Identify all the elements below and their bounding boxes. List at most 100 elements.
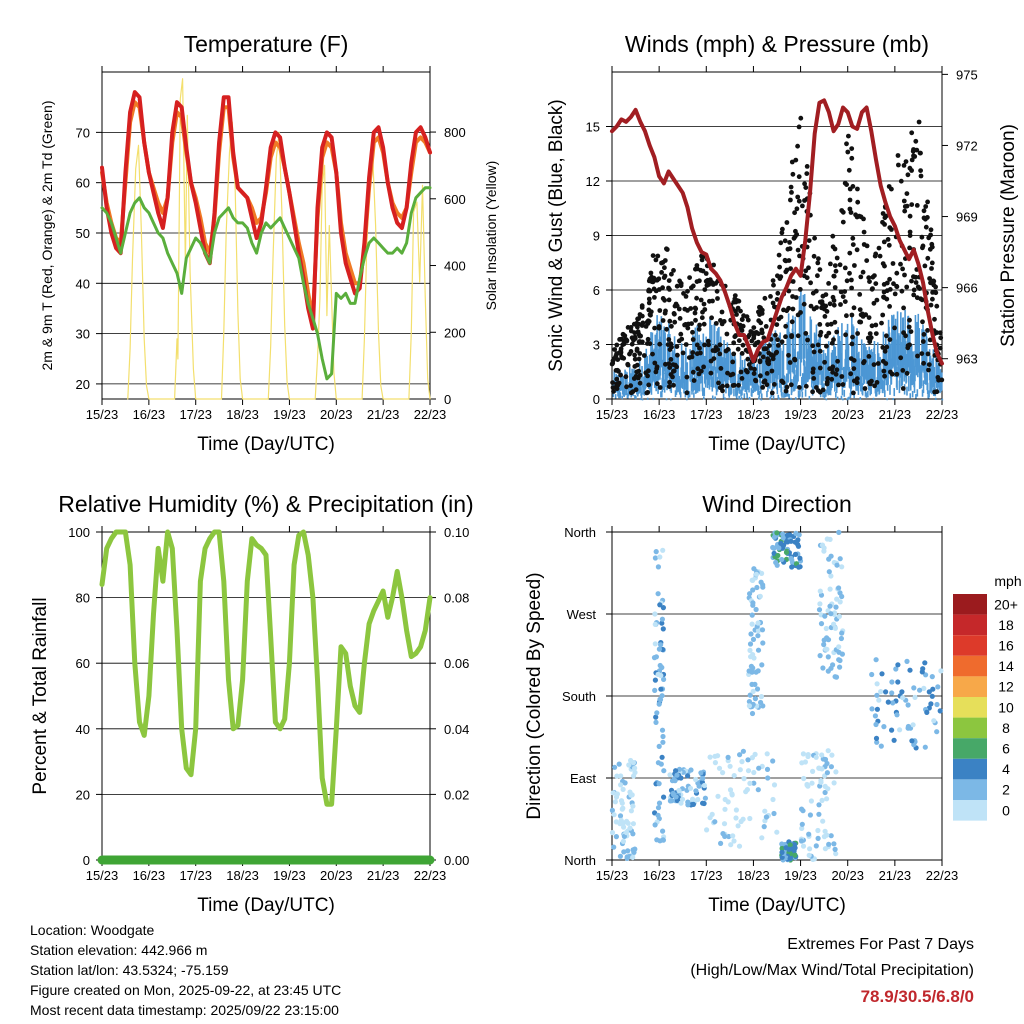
direction-point xyxy=(796,564,802,570)
gust-point xyxy=(630,389,636,394)
direction-point xyxy=(750,600,756,606)
gust-point xyxy=(851,366,857,371)
direction-point xyxy=(758,699,764,706)
gust-point xyxy=(697,322,702,328)
gust-point xyxy=(634,348,640,353)
x-tick-label: 19/23 xyxy=(784,407,817,422)
wind-mark xyxy=(907,315,910,368)
wind-mark xyxy=(619,392,622,398)
wind-mark xyxy=(626,372,628,390)
gust-point xyxy=(871,362,877,367)
gust-point xyxy=(810,290,816,296)
direction-point xyxy=(928,701,934,707)
gust-point xyxy=(629,341,635,347)
gust-point xyxy=(735,346,741,352)
gust-point xyxy=(900,368,906,373)
wind-mark xyxy=(635,395,637,400)
gust-point xyxy=(701,321,707,327)
direction-point xyxy=(796,532,802,538)
gust-point xyxy=(772,382,777,387)
legend-label: 10 xyxy=(998,699,1014,715)
direction-point xyxy=(656,646,663,652)
wind-mark xyxy=(650,384,653,395)
wind-mark xyxy=(784,390,787,398)
gust-point xyxy=(771,282,776,288)
gust-point xyxy=(717,342,723,348)
direction-point xyxy=(889,727,895,733)
direction-point xyxy=(621,833,628,840)
direction-point xyxy=(655,812,661,818)
direction-point xyxy=(743,789,749,795)
location-text: Location: Woodgate xyxy=(30,922,155,938)
wind-mark xyxy=(799,389,801,397)
direction-point xyxy=(661,676,667,683)
gust-point xyxy=(703,271,709,276)
wind-mark xyxy=(675,385,678,395)
direction-point xyxy=(625,820,631,826)
wind-mark xyxy=(663,379,666,393)
wind-mark xyxy=(665,398,668,401)
direction-point xyxy=(690,796,696,802)
x-axis-label: Time (Day/UTC) xyxy=(197,895,335,916)
direction-point xyxy=(656,800,663,806)
gust-point xyxy=(736,338,742,343)
gust-point xyxy=(825,322,830,327)
wind-mark xyxy=(803,359,805,385)
direction-point xyxy=(749,681,755,688)
gust-point xyxy=(854,247,860,253)
gust-point xyxy=(702,342,707,348)
gust-point xyxy=(732,293,738,298)
x-tick-label: 22/23 xyxy=(926,407,959,422)
gust-point xyxy=(937,345,943,351)
direction-point xyxy=(707,754,713,760)
direction-point xyxy=(922,660,928,666)
gust-point xyxy=(776,252,782,258)
gust-point xyxy=(851,358,857,363)
station-info: Location: Woodgate Station elevation: 44… xyxy=(30,920,341,1020)
legend-label: 20+ xyxy=(994,596,1018,612)
direction-point xyxy=(720,770,726,776)
legend-swatch xyxy=(953,779,987,800)
gust-point xyxy=(911,287,917,293)
gust-point xyxy=(761,379,767,385)
gust-point xyxy=(817,348,823,354)
gust-point xyxy=(798,115,804,121)
gust-point xyxy=(730,359,736,365)
wind-mark xyxy=(743,370,745,390)
gust-point xyxy=(664,246,669,252)
wind-mark xyxy=(702,387,704,396)
wind-mark xyxy=(900,312,902,366)
direction-point xyxy=(805,783,811,789)
gust-point xyxy=(869,323,875,329)
wind-mark xyxy=(715,369,717,389)
x-tick-label: 21/23 xyxy=(879,868,912,883)
direction-point xyxy=(921,685,927,692)
wind-mark xyxy=(675,361,677,386)
direction-point xyxy=(651,655,658,661)
wind-mark xyxy=(808,346,810,380)
wind-mark xyxy=(930,360,933,386)
direction-point xyxy=(655,671,661,678)
direction-point xyxy=(931,718,937,724)
gust-point xyxy=(923,224,929,230)
direction-points xyxy=(609,529,944,863)
wind-mark xyxy=(819,334,822,375)
gust-point xyxy=(797,385,802,390)
gust-point xyxy=(857,307,863,312)
x-tick-label: 20/23 xyxy=(831,407,864,422)
wind-mark xyxy=(794,397,797,400)
gust-point xyxy=(814,305,819,310)
direction-point xyxy=(774,829,780,835)
gust-point xyxy=(849,285,854,291)
wind-mark xyxy=(896,372,898,390)
gust-point xyxy=(855,199,861,205)
gust-point xyxy=(663,361,668,367)
gust-point xyxy=(632,352,637,358)
wind-mark xyxy=(739,353,742,383)
wind-mark xyxy=(787,354,789,383)
gust-point xyxy=(858,214,864,220)
gust-point xyxy=(680,350,686,356)
gust-point xyxy=(833,268,839,274)
y2-tick-label: 200 xyxy=(444,325,466,340)
direction-point xyxy=(660,733,666,740)
